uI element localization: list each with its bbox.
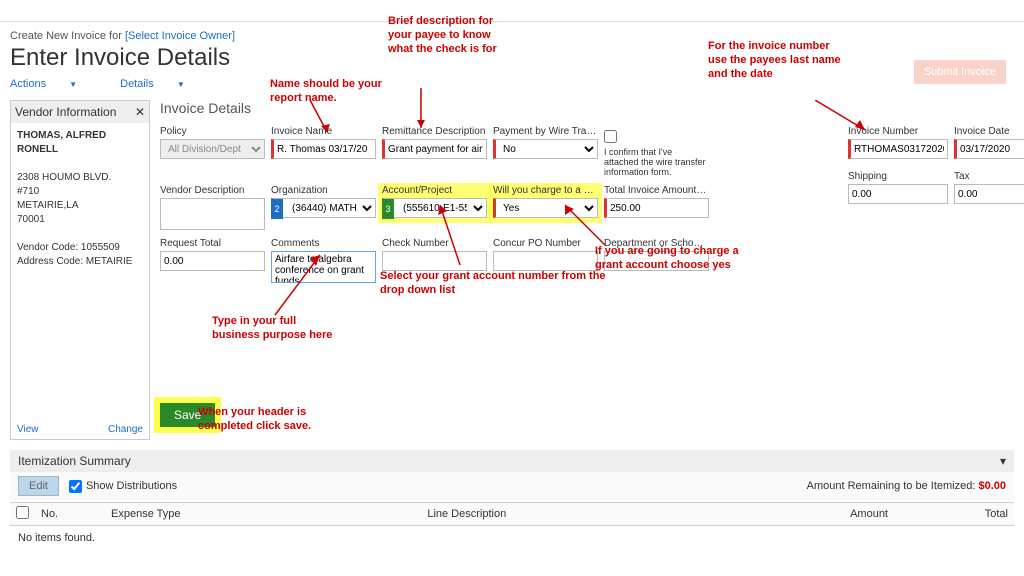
- shipping-field: Shipping: [848, 171, 948, 204]
- wire-field: Payment by Wire Transfer? No: [493, 126, 598, 177]
- charge5-field: Will you charge to a 5-ledger? Yes: [493, 185, 598, 230]
- vendor-code: Vendor Code: 1055509: [17, 241, 143, 255]
- itemization-title: Itemization Summary: [18, 454, 131, 468]
- remit-desc-field: Remittance Description: [382, 126, 487, 177]
- charge5-select[interactable]: Yes: [493, 198, 598, 218]
- wire-select[interactable]: No: [493, 139, 598, 159]
- collapse-icon[interactable]: ▾: [1000, 454, 1006, 468]
- invoice-date-input[interactable]: [954, 139, 1024, 159]
- remit-desc-input[interactable]: [382, 139, 487, 159]
- invoice-number-field: Invoice Number: [848, 126, 948, 159]
- edit-items-button[interactable]: Edit: [18, 476, 59, 496]
- section-title: Invoice Details: [160, 100, 1014, 116]
- total-amount-input[interactable]: [604, 198, 709, 218]
- request-total-input: [160, 251, 265, 271]
- request-total-field: Request Total: [160, 238, 265, 283]
- close-icon[interactable]: ✕: [135, 105, 145, 119]
- tax-field: Tax: [954, 171, 1024, 204]
- no-items-message: No items found.: [10, 526, 1014, 550]
- vendor-addr1: 2308 HOUMO BLVD.: [17, 171, 143, 185]
- top-divider: [0, 0, 1024, 22]
- check-number-field: Check Number: [382, 238, 487, 283]
- actions-menu[interactable]: Actions ▼: [10, 78, 97, 90]
- dept-school-field: Department or School Name: [604, 238, 709, 283]
- vendor-info-header: Vendor Information ✕: [11, 101, 149, 123]
- details-menu[interactable]: Details ▼: [120, 78, 205, 90]
- select-owner-link[interactable]: [Select Invoice Owner]: [125, 30, 235, 42]
- invoice-name-field: Invoice Name: [271, 126, 376, 177]
- check-number-input[interactable]: [382, 251, 487, 271]
- breadcrumb: Create New Invoice for [Select Invoice O…: [10, 30, 1014, 42]
- breadcrumb-prefix: Create New Invoice for: [10, 30, 122, 42]
- amount-remaining: Amount Remaining to be Itemized: $0.00: [807, 480, 1006, 492]
- organization-select[interactable]: (36440) MATHEMATICS: [271, 198, 376, 218]
- annotation-comments: Type in your full business purpose here: [212, 315, 342, 343]
- dept-school-input[interactable]: [604, 251, 709, 271]
- show-distributions-checkbox[interactable]: [69, 480, 82, 493]
- vendor-view-link[interactable]: View: [17, 424, 39, 435]
- select-all-checkbox[interactable]: [16, 506, 29, 519]
- invoice-date-field: Invoice Date ▦: [954, 126, 1024, 159]
- invoice-details-area: Invoice Details Policy All Division/Dept…: [160, 100, 1014, 440]
- comments-field: Comments Airfare to algebra conference o…: [271, 238, 376, 283]
- invoice-name-input[interactable]: [271, 139, 376, 159]
- vendor-info-panel: Vendor Information ✕ THOMAS, ALFRED RONE…: [10, 100, 150, 440]
- confirm-wire-field: I confirm that I've attached the wire tr…: [604, 126, 709, 177]
- comments-input[interactable]: Airfare to algebra conference on grant f…: [271, 251, 376, 283]
- organization-field: Organization 2 (36440) MATHEMATICS: [271, 185, 376, 230]
- invoice-number-input[interactable]: [848, 139, 948, 159]
- submit-invoice-button[interactable]: Submit Invoice: [914, 60, 1006, 84]
- vendor-zip: 70001: [17, 213, 143, 227]
- shipping-input[interactable]: [848, 184, 948, 204]
- policy-select[interactable]: All Division/Dept: [160, 139, 265, 159]
- policy-field: Policy All Division/Dept: [160, 126, 265, 177]
- tax-input[interactable]: [954, 184, 1024, 204]
- vendor-desc-field: Vendor Description: [160, 185, 265, 230]
- page-title: Enter Invoice Details: [10, 44, 1014, 72]
- confirm-wire-checkbox[interactable]: [604, 130, 617, 143]
- vendor-addr2: #710: [17, 185, 143, 199]
- vendor-change-link[interactable]: Change: [108, 424, 143, 435]
- concur-po-field: Concur PO Number: [493, 238, 598, 283]
- vendor-city: METAIRIE,LA: [17, 199, 143, 213]
- save-button[interactable]: Save: [160, 403, 215, 427]
- itemization-table: No. Expense Type Line Description Amount…: [10, 502, 1014, 526]
- total-amount-field: Total Invoice Amount (incl S&T): [604, 185, 709, 230]
- concur-po-input[interactable]: [493, 251, 598, 271]
- address-code: Address Code: METAIRIE: [17, 255, 143, 269]
- vendor-desc-input[interactable]: [160, 198, 265, 230]
- action-links: Actions ▼ Details ▼: [10, 78, 1014, 90]
- itemization-summary: Itemization Summary ▾ Edit Show Distribu…: [10, 450, 1014, 550]
- vendor-name: THOMAS, ALFRED RONELL: [17, 129, 143, 157]
- account-field: Account/Project 3 (555610-E1-555596C2) C…: [382, 185, 487, 230]
- account-select[interactable]: (555610-E1-555596C2) C/S: [382, 198, 487, 218]
- show-distributions-toggle[interactable]: Show Distributions: [69, 480, 177, 493]
